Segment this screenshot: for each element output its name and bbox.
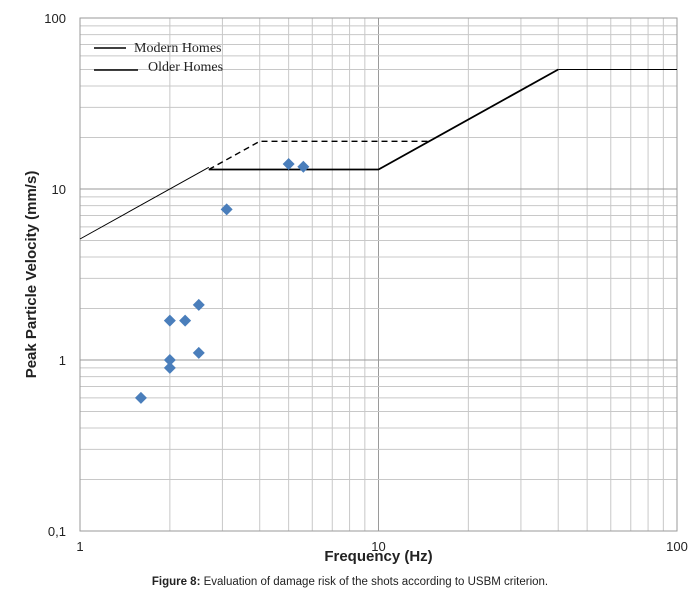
legend-label: Older Homes bbox=[148, 60, 223, 75]
reference-line bbox=[79, 166, 210, 240]
legend: Modern Homes Older Homes bbox=[94, 41, 223, 75]
y-tick-label: 0,1 bbox=[48, 524, 66, 539]
caption-text: Evaluation of damage risk of the shots a… bbox=[200, 576, 549, 588]
scatter-point bbox=[163, 361, 176, 374]
scatter-point bbox=[297, 160, 310, 173]
series-line-modern-homes bbox=[208, 68, 559, 171]
scatter-markers bbox=[134, 158, 310, 404]
grid bbox=[79, 17, 678, 532]
scatter-point bbox=[179, 314, 192, 327]
y-tick-label: 10 bbox=[52, 182, 66, 197]
scatter-point bbox=[163, 354, 176, 366]
tick-labels: 1 10 100 0,1 1 10 100 bbox=[44, 11, 688, 554]
y-tick-label: 1 bbox=[59, 353, 66, 368]
x-tick-label: 100 bbox=[666, 539, 688, 554]
scatter-point bbox=[134, 391, 147, 404]
x-tick-label: 10 bbox=[371, 539, 385, 554]
series-line-older-homes bbox=[208, 140, 432, 171]
series-lines bbox=[79, 68, 677, 240]
scatter-point bbox=[192, 346, 205, 359]
figure-caption: Figure 8: Evaluation of damage risk of t… bbox=[0, 576, 700, 588]
scatter-point bbox=[282, 158, 295, 171]
scatter-point bbox=[163, 314, 176, 327]
legend-label: Modern Homes bbox=[134, 41, 222, 56]
y-tick-label: 100 bbox=[44, 11, 66, 26]
caption-label: Figure 8: bbox=[151, 576, 201, 588]
y-axis-title: Peak Particle Velocity (mm/s) bbox=[23, 171, 40, 379]
plot-frame bbox=[79, 17, 678, 532]
scatter-point bbox=[192, 298, 205, 311]
x-axis-title: Frequency (Hz) bbox=[324, 548, 432, 565]
scatter-point bbox=[220, 203, 233, 216]
x-tick-label: 1 bbox=[76, 539, 83, 554]
